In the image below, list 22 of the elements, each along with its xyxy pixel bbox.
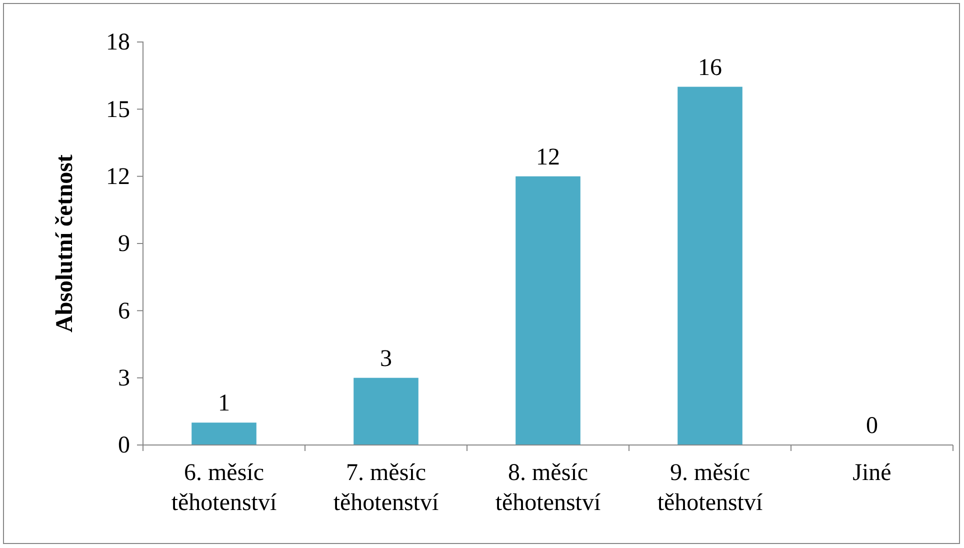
data-label: 3	[380, 346, 392, 372]
y-tick-label: 15	[106, 96, 130, 123]
bar	[192, 422, 256, 445]
data-label: 1	[218, 390, 230, 417]
y-tick-label: 9	[118, 231, 130, 258]
bar	[354, 378, 418, 445]
y-tick-label: 12	[106, 164, 130, 190]
x-tick-label: Jiné	[852, 460, 892, 486]
y-tick-label: 3	[118, 366, 130, 392]
y-tick-label: 6	[118, 298, 130, 324]
y-tick-label: 18	[106, 30, 130, 56]
x-tick-label: 7. měsíc těhotenství	[333, 460, 439, 516]
bar	[678, 86, 742, 445]
x-tick-label: 9. měsíc těhotenství	[657, 460, 763, 516]
x-tick-label: 8. měsíc těhotenství	[495, 460, 601, 516]
bar	[516, 176, 580, 445]
x-tick-label: 6. měsíc těhotenství	[171, 460, 277, 516]
data-label: 0	[866, 413, 878, 439]
y-axis-title: Absolutní četnost	[52, 154, 78, 333]
data-label: 12	[536, 144, 560, 170]
data-label: 16	[698, 54, 722, 81]
y-tick-label: 0	[118, 432, 130, 459]
